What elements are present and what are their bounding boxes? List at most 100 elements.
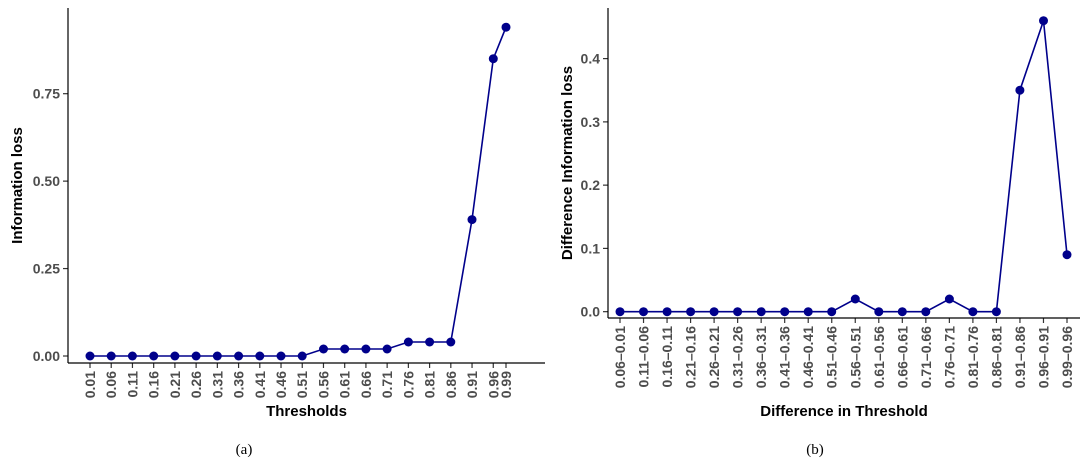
x-tick-label-b: 0.21–0.16 <box>683 326 699 388</box>
data-point-a <box>382 344 392 354</box>
data-point-b <box>615 307 625 317</box>
data-point-a <box>467 215 477 225</box>
data-point-a <box>255 351 265 361</box>
data-point-b <box>897 307 907 317</box>
caption-b: (b) <box>806 442 824 458</box>
x-tick-label-b: 0.51–0.46 <box>824 326 840 388</box>
data-point-a <box>127 351 137 361</box>
x-ticks-a: 0.01 0.06 0.11 0.16 0.21 0.26 0.31 0.36 0.41 0.46… <box>82 363 514 398</box>
data-point-a <box>488 54 498 64</box>
y-tick-label-a: 0.25 <box>33 261 60 277</box>
data-point-b <box>639 307 648 317</box>
y-tick-label-a: 0.00 <box>33 348 60 364</box>
data-point-a <box>403 337 413 347</box>
series-marks-b <box>615 16 1072 317</box>
x-axis-title-a: Thresholds <box>266 403 347 420</box>
data-point-b <box>662 307 672 317</box>
x-tick-label-a: 0.11 <box>124 371 140 398</box>
x-tick-label-a: 0.56 <box>315 371 331 398</box>
x-tick-label-b: 0.81–0.76 <box>965 326 981 388</box>
x-ticks-b: 0.06–0.01 0.11–0.06 0.16–0.11 0.21–0.16 0.26… <box>612 318 1075 388</box>
x-tick-label-b: 0.91–0.86 <box>1012 326 1028 388</box>
data-point-a <box>319 344 328 354</box>
x-tick-label-b: 0.41–0.36 <box>777 326 793 388</box>
data-point-b <box>780 307 790 317</box>
chart-panel-b: 0.0 0.1 0.2 0.3 0.4 0.06–0.01 0.11–0.06 0.16–0… <box>559 8 1080 458</box>
x-tick-label-b: 0.06–0.01 <box>612 326 628 388</box>
x-tick-label-b: 0.76–0.71 <box>941 326 957 388</box>
y-ticks-b: 0.0 0.1 0.2 0.3 0.4 <box>581 51 608 320</box>
y-axis-title-a: Information loss <box>9 127 26 244</box>
y-tick-label-b: 0.4 <box>581 51 601 67</box>
x-tick-label-b: 0.31–0.26 <box>730 326 746 388</box>
data-point-a <box>297 351 307 361</box>
data-point-b <box>686 307 696 317</box>
x-tick-label-b: 0.11–0.06 <box>636 326 652 388</box>
x-tick-label-a: 0.66 <box>358 371 374 398</box>
y-tick-label-a: 0.50 <box>33 173 60 189</box>
x-tick-label-b: 0.36–0.31 <box>753 326 769 388</box>
x-tick-label-a: 0.71 <box>379 371 395 398</box>
x-tick-label-a: 0.21 <box>167 371 183 398</box>
data-point-b <box>827 307 837 317</box>
x-tick-label-a: 0.41 <box>252 371 268 398</box>
y-tick-label-b: 0.2 <box>581 177 601 193</box>
data-point-a <box>425 337 435 347</box>
data-point-b <box>944 294 954 304</box>
x-tick-label-b: 0.86–0.81 <box>988 326 1004 388</box>
x-tick-label-a: 0.76 <box>400 371 416 398</box>
data-point-b <box>1062 250 1072 260</box>
x-tick-label-b: 0.61–0.56 <box>871 326 887 388</box>
data-point-a <box>212 351 222 361</box>
data-point-b <box>733 307 743 317</box>
x-tick-label-a: 0.36 <box>231 371 247 398</box>
data-point-a <box>446 337 456 347</box>
x-tick-label-a: 0.26 <box>188 371 204 398</box>
y-tick-label-b: 0.0 <box>581 304 601 320</box>
x-tick-label-a: 0.81 <box>422 371 438 398</box>
x-tick-label-b: 0.66–0.61 <box>894 326 910 388</box>
data-point-b <box>803 307 813 317</box>
data-point-a <box>170 351 180 361</box>
x-tick-label-a: 0.51 <box>294 371 310 398</box>
data-point-b <box>968 307 978 317</box>
y-tick-label-b: 0.1 <box>581 240 601 256</box>
data-point-b <box>991 307 1001 317</box>
data-point-a <box>501 22 511 32</box>
data-point-a <box>191 351 201 361</box>
data-point-b <box>1039 16 1048 26</box>
x-tick-label-a: 0.99 <box>498 371 514 398</box>
data-point-a <box>234 351 244 361</box>
x-axis-title-b: Difference in Threshold <box>760 403 928 420</box>
x-tick-label-a: 0.86 <box>443 371 459 398</box>
data-point-b <box>709 307 719 317</box>
x-tick-label-a: 0.96 <box>485 371 501 398</box>
y-tick-label-a: 0.75 <box>33 86 60 102</box>
x-tick-label-b: 0.26–0.21 <box>706 326 722 388</box>
caption-a: (a) <box>236 442 253 458</box>
data-point-a <box>276 351 286 361</box>
x-tick-label-a: 0.31 <box>209 371 225 398</box>
data-point-a <box>106 351 116 361</box>
series-marks-a <box>85 22 511 361</box>
data-point-b <box>921 307 931 317</box>
data-point-b <box>756 307 766 317</box>
x-tick-label-a: 0.06 <box>103 371 119 398</box>
x-tick-label-a: 0.01 <box>82 371 98 398</box>
series-line-a <box>90 26 507 357</box>
x-tick-label-b: 0.46–0.41 <box>800 326 816 388</box>
series-line-b <box>620 20 1068 313</box>
x-tick-label-b: 0.56–0.51 <box>847 326 863 388</box>
x-tick-label-a: 0.61 <box>337 371 353 398</box>
data-point-a <box>361 344 371 354</box>
y-ticks-a: 0.00 0.25 0.50 0.75 <box>33 86 68 364</box>
x-tick-label-b: 0.71–0.66 <box>918 326 934 388</box>
x-tick-label-b: 0.96–0.91 <box>1035 326 1051 388</box>
y-tick-label-b: 0.3 <box>581 114 601 130</box>
data-point-a <box>340 344 350 354</box>
data-point-b <box>850 294 860 304</box>
x-tick-label-a: 0.16 <box>146 371 162 398</box>
data-point-b <box>874 307 884 317</box>
chart-panel-a: 0.00 0.25 0.50 0.75 0.01 0.06 0.11 0.16 0.21 0.2… <box>9 8 545 458</box>
